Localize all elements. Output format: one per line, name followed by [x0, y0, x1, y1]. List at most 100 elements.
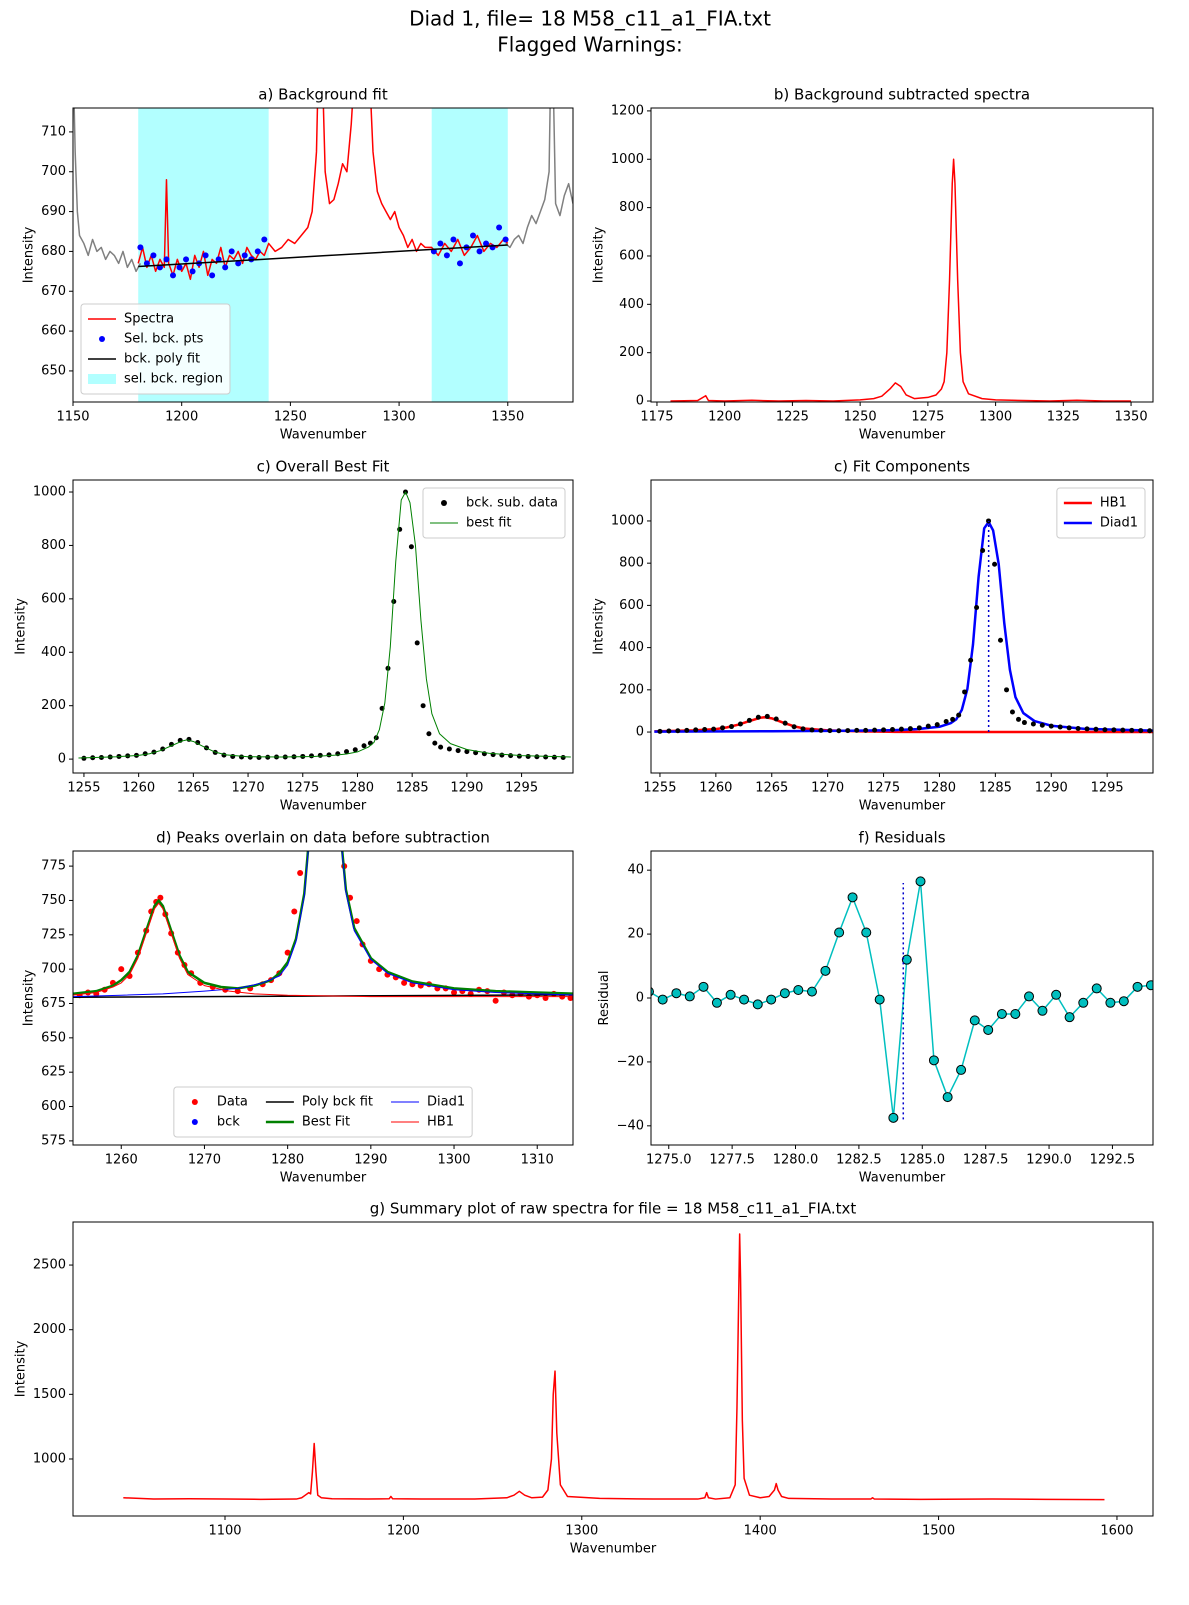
data-point: [1120, 727, 1126, 733]
data-point: [420, 703, 426, 709]
data-point: [684, 727, 690, 733]
data-point: [228, 248, 235, 255]
chart-title: c) Overall Best Fit: [257, 458, 390, 476]
data-point: [992, 561, 998, 567]
data-point: [492, 997, 499, 1004]
y-tick-label: 690: [41, 204, 66, 219]
data-point: [1030, 721, 1036, 727]
data-point: [888, 1112, 899, 1123]
y-tick-label: 20: [627, 927, 644, 942]
chart-title: c) Fit Components: [834, 458, 970, 476]
x-tick-label: 1350: [491, 410, 524, 425]
series-line: [78, 491, 571, 759]
data-point: [693, 727, 699, 733]
x-tick-label: 1260: [105, 1153, 138, 1168]
data-point: [752, 999, 763, 1010]
data-point: [241, 252, 248, 259]
data-point: [456, 260, 463, 267]
data-point: [352, 747, 358, 753]
y-tick-label: 600: [41, 591, 66, 606]
data-point: [818, 727, 824, 733]
plot-area: [670, 158, 1132, 402]
x-tick-label: 1225: [776, 410, 809, 425]
x-tick-label: 1600: [1100, 1524, 1133, 1539]
data-point: [247, 754, 253, 760]
series-line: [651, 880, 1152, 1119]
data-point: [1064, 1012, 1075, 1023]
y-tick-label: 1000: [611, 152, 644, 167]
data-point: [397, 526, 403, 532]
x-tick-label: 1292.5: [1090, 1153, 1136, 1168]
x-tick-label: 1260: [699, 781, 732, 796]
data-point: [773, 716, 779, 722]
data-point: [863, 727, 869, 733]
data-point: [353, 918, 360, 925]
x-tick-label: 1290: [450, 781, 483, 796]
x-tick-label: 1200: [708, 410, 741, 425]
x-tick-label: 1290: [1035, 781, 1068, 796]
data-point: [189, 268, 196, 275]
data-point: [1129, 727, 1135, 733]
legend-label: HB1: [427, 1115, 454, 1130]
legend-label: bck. poly fit: [124, 352, 200, 367]
y-tick-label: 0: [636, 394, 644, 409]
data-point: [943, 718, 949, 724]
span: [431, 108, 508, 402]
data-point: [470, 232, 476, 239]
data-point: [437, 240, 444, 247]
data-point: [956, 712, 962, 718]
data-point: [143, 260, 150, 267]
data-point: [543, 754, 549, 760]
axes-frame: [72, 479, 574, 774]
y-tick-label: 1000: [33, 1451, 66, 1466]
data-point: [711, 726, 717, 732]
data-point: [534, 754, 540, 760]
data-point: [361, 743, 367, 749]
y-tick-label: 0: [636, 725, 644, 740]
data-point: [737, 721, 743, 727]
plot-area: [123, 1233, 1105, 1501]
legend: Spectra Sel. bck. pts bck. poly fit sel. bc…: [80, 303, 231, 395]
data-point: [950, 716, 956, 722]
data-point: [1051, 989, 1062, 1000]
y-tick-label: −20: [617, 1054, 644, 1069]
data-point: [779, 988, 790, 999]
legend-label: Data: [217, 1095, 248, 1110]
legend-label: Spectra: [124, 312, 174, 327]
legend-label: sel. bck. region: [124, 372, 223, 387]
x-tick-label: 1250: [274, 410, 307, 425]
y-tick-label: 660: [41, 324, 66, 339]
y-tick-label: 2000: [33, 1322, 66, 1337]
data-point: [916, 725, 922, 731]
data-point: [702, 727, 708, 733]
data-point: [820, 965, 831, 976]
series-line: [123, 1233, 1105, 1501]
data-point: [928, 1055, 939, 1066]
data-point: [755, 714, 761, 720]
data-point: [874, 994, 885, 1005]
x-tick-label: 1270: [811, 781, 844, 796]
x-tick-label: 1275: [867, 781, 900, 796]
legend-label: bck: [217, 1115, 240, 1130]
y-tick-label: 400: [619, 640, 644, 655]
data-point: [560, 755, 566, 761]
x-axis-label: Wavenumber: [859, 799, 946, 814]
data-point: [483, 240, 490, 247]
data-point: [496, 224, 503, 231]
x-axis-label: Wavenumber: [859, 428, 946, 443]
data-point: [834, 927, 845, 938]
legend-frame: [422, 487, 566, 539]
data-point: [516, 753, 522, 759]
data-point: [845, 728, 851, 734]
data-point: [1075, 725, 1081, 731]
data-point: [202, 252, 209, 259]
data-point: [438, 744, 444, 750]
y-tick-label: 700: [41, 962, 66, 977]
x-tick-label: 1280.0: [773, 1153, 819, 1168]
data-point: [451, 989, 458, 996]
y-tick-label: 1200: [611, 103, 644, 118]
y-axis-label: Intensity: [22, 226, 37, 283]
data-point: [847, 892, 858, 903]
data-point: [1118, 996, 1129, 1007]
y-tick-label: 400: [619, 297, 644, 312]
